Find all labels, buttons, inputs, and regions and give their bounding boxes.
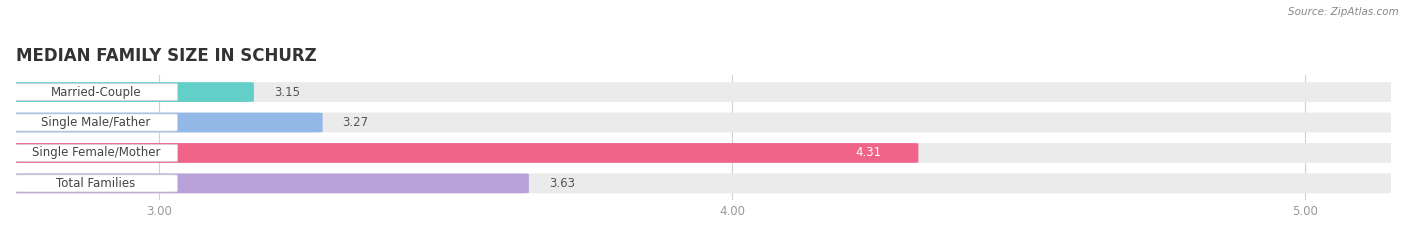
Text: 3.63: 3.63 xyxy=(548,177,575,190)
FancyBboxPatch shape xyxy=(7,174,529,193)
Text: 3.27: 3.27 xyxy=(343,116,368,129)
Text: Total Families: Total Families xyxy=(56,177,135,190)
Text: MEDIAN FAMILY SIZE IN SCHURZ: MEDIAN FAMILY SIZE IN SCHURZ xyxy=(15,47,316,65)
FancyBboxPatch shape xyxy=(7,82,254,102)
FancyBboxPatch shape xyxy=(7,174,1399,193)
FancyBboxPatch shape xyxy=(14,144,177,161)
Text: 3.15: 3.15 xyxy=(274,86,299,99)
Text: Single Male/Father: Single Male/Father xyxy=(41,116,150,129)
FancyBboxPatch shape xyxy=(14,175,177,192)
FancyBboxPatch shape xyxy=(14,83,177,101)
FancyBboxPatch shape xyxy=(7,143,1399,163)
Text: Source: ZipAtlas.com: Source: ZipAtlas.com xyxy=(1288,7,1399,17)
FancyBboxPatch shape xyxy=(7,113,1399,132)
FancyBboxPatch shape xyxy=(14,114,177,131)
FancyBboxPatch shape xyxy=(7,113,322,132)
FancyBboxPatch shape xyxy=(7,143,918,163)
Text: 4.31: 4.31 xyxy=(855,147,882,159)
FancyBboxPatch shape xyxy=(7,82,1399,102)
Text: Single Female/Mother: Single Female/Mother xyxy=(31,147,160,159)
Text: Married-Couple: Married-Couple xyxy=(51,86,141,99)
